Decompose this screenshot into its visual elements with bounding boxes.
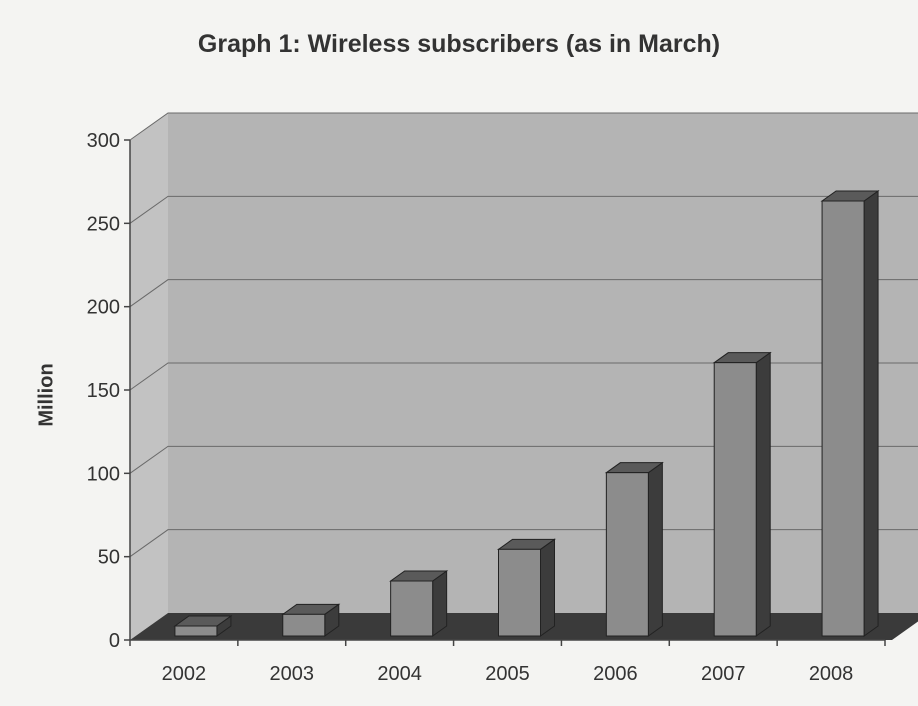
bar <box>173 615 233 637</box>
x-tick-label: 2005 <box>485 663 530 685</box>
bar-side <box>540 538 555 637</box>
bar-side <box>432 570 448 637</box>
bar-front <box>282 613 326 637</box>
bar-side <box>647 461 663 637</box>
gridline <box>129 112 918 141</box>
y-tick-label: 250 <box>87 213 120 235</box>
y-tick-label: 0 <box>109 630 120 652</box>
x-tick-label: 2004 <box>377 663 422 685</box>
gridline <box>129 362 918 391</box>
bar-front <box>390 580 434 637</box>
bar-front <box>498 548 541 637</box>
x-tick-labels: 2002 2003 2004 2005 2006 2007 2008 <box>162 663 854 685</box>
x-tick-label: 2003 <box>270 663 315 685</box>
bar-front <box>605 472 649 637</box>
axes <box>124 139 886 646</box>
y-tick-label: 300 <box>87 130 120 152</box>
y-tick-label: 50 <box>98 547 120 569</box>
gridlines <box>129 112 918 558</box>
bar <box>712 351 772 637</box>
y-tick-label: 100 <box>87 463 120 485</box>
bars <box>173 190 880 637</box>
x-tick-label: 2002 <box>162 663 207 685</box>
gridline <box>129 529 918 558</box>
gridline <box>129 195 918 224</box>
bar <box>820 190 880 637</box>
gridline <box>129 279 918 308</box>
bar-side <box>755 351 771 637</box>
bar-front <box>713 362 757 637</box>
chart-title: Graph 1: Wireless subscribers (as in Mar… <box>197 30 721 58</box>
x-tick-label: 2007 <box>701 663 746 685</box>
bar-front <box>821 200 865 637</box>
x-tick-label: 2008 <box>809 663 854 685</box>
gridline <box>129 445 918 474</box>
bar <box>281 603 341 637</box>
bar <box>496 538 557 637</box>
bar-side <box>863 190 879 637</box>
y-tick-labels: 0 50 100 150 200 250 300 <box>87 130 120 652</box>
bar <box>604 461 664 637</box>
bar-front <box>174 625 218 637</box>
y-tick-label: 200 <box>87 297 120 319</box>
bar <box>389 570 449 637</box>
y-tick-label: 150 <box>87 380 120 402</box>
x-tick-label: 2006 <box>593 663 638 685</box>
